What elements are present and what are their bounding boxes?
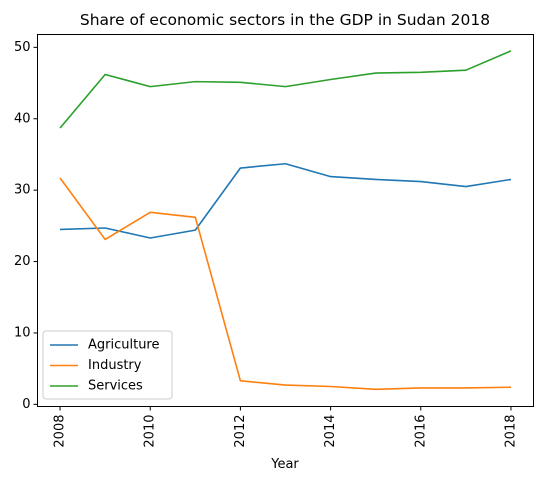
x-tick-label: 2018 — [503, 415, 518, 448]
series-line-agriculture — [60, 162, 512, 239]
x-tick-label: 2014 — [323, 415, 338, 448]
y-tick-label: 0 — [22, 397, 30, 412]
legend-label: Agriculture — [88, 338, 160, 353]
chart-title: Share of economic sectors in the GDP in … — [80, 11, 490, 29]
series-line-industry — [59, 177, 511, 391]
series-layer — [59, 50, 512, 391]
y-tick-label: 20 — [14, 254, 31, 269]
x-tick-label: 2008 — [53, 415, 68, 448]
y-axis: 0 10 20 30 40 50 — [14, 40, 38, 412]
x-tick-label: 2010 — [143, 415, 158, 448]
legend-box — [42, 330, 173, 400]
legend-label: Industry — [88, 358, 142, 373]
plot-frame — [37, 34, 534, 407]
x-axis: 2008 2010 2012 2014 2016 2018 — [53, 406, 518, 448]
legend: Agriculture Industry Services — [42, 330, 173, 400]
y-tick-label: 10 — [14, 325, 31, 340]
series-line-services — [59, 50, 512, 129]
x-tick-label: 2012 — [233, 415, 248, 448]
legend-label: Services — [88, 379, 143, 394]
y-tick-label: 30 — [14, 183, 31, 198]
y-tick-label: 50 — [14, 40, 31, 55]
x-axis-label: Year — [270, 457, 299, 472]
y-tick-label: 40 — [14, 111, 31, 126]
x-tick-label: 2016 — [413, 415, 428, 448]
